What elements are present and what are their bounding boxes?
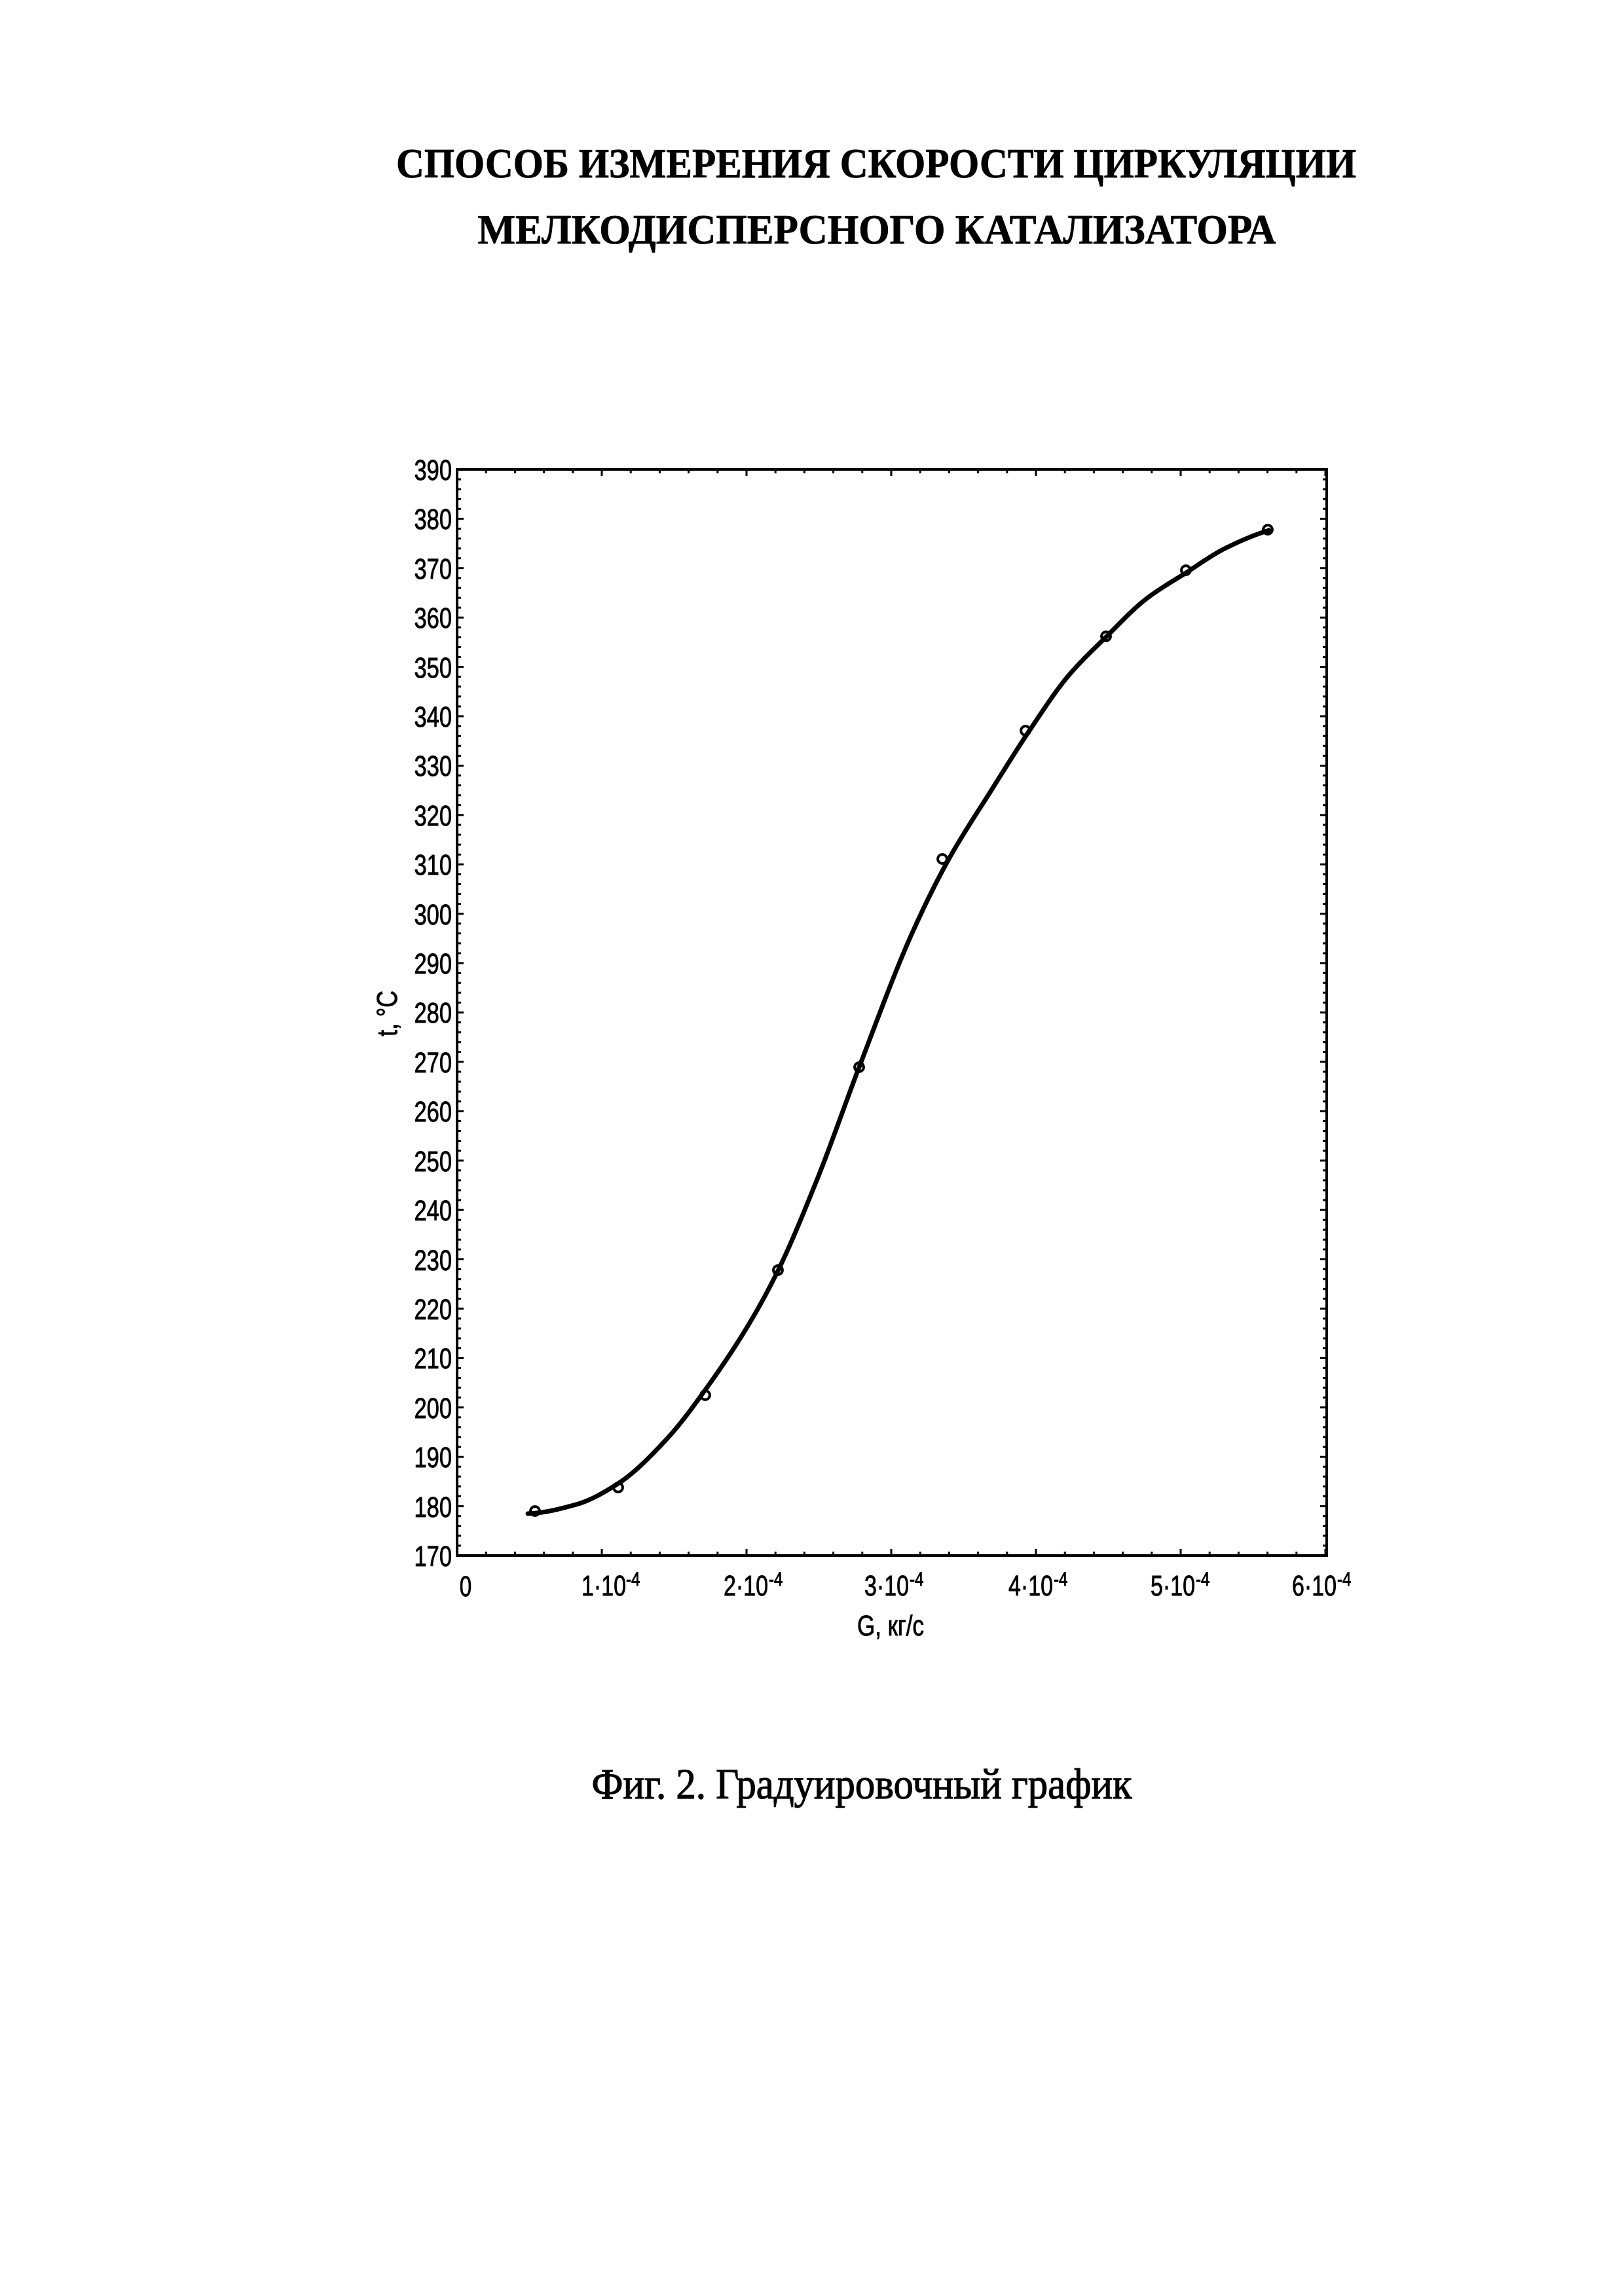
- svg-text:t, °C: t, °C: [371, 991, 403, 1036]
- svg-text:-4: -4: [1337, 1569, 1352, 1590]
- svg-text:310: 310: [415, 849, 452, 881]
- svg-text:-4: -4: [1196, 1569, 1210, 1590]
- svg-text:190: 190: [415, 1442, 452, 1474]
- svg-text:СПОСОБ ИЗМЕРЕНИЯ СКОРОСТИ ЦИРК: СПОСОБ ИЗМЕРЕНИЯ СКОРОСТИ ЦИРКУЛЯЦИИ: [396, 141, 1356, 187]
- svg-text:260: 260: [415, 1096, 452, 1128]
- svg-text:290: 290: [415, 948, 452, 980]
- svg-text:210: 210: [415, 1343, 452, 1375]
- svg-text:370: 370: [415, 553, 452, 585]
- svg-text:240: 240: [415, 1195, 452, 1227]
- svg-text:200: 200: [415, 1393, 452, 1425]
- svg-text:6·10: 6·10: [1292, 1570, 1337, 1602]
- svg-text:2·10: 2·10: [724, 1570, 768, 1602]
- svg-text:350: 350: [415, 652, 452, 684]
- svg-text:-4: -4: [769, 1569, 783, 1590]
- svg-text:230: 230: [415, 1245, 452, 1277]
- svg-text:300: 300: [415, 899, 452, 931]
- svg-text:G, кг/с: G, кг/с: [857, 1610, 924, 1642]
- svg-text:1·10: 1·10: [581, 1570, 626, 1602]
- svg-text:280: 280: [415, 997, 452, 1029]
- svg-text:380: 380: [415, 503, 452, 536]
- svg-text:220: 220: [415, 1294, 452, 1326]
- svg-text:4·10: 4·10: [1008, 1570, 1053, 1602]
- svg-text:170: 170: [415, 1540, 452, 1573]
- svg-text:320: 320: [415, 800, 452, 832]
- svg-text:-4: -4: [626, 1569, 640, 1590]
- svg-text:0: 0: [460, 1571, 472, 1603]
- svg-text:-4: -4: [1054, 1569, 1068, 1590]
- svg-text:390: 390: [415, 454, 452, 486]
- svg-text:180: 180: [415, 1491, 452, 1523]
- svg-text:270: 270: [415, 1047, 452, 1079]
- svg-text:330: 330: [415, 750, 452, 782]
- svg-text:360: 360: [415, 602, 452, 634]
- svg-text:МЕЛКОДИСПЕРСНОГО КАТАЛИЗАТОРА: МЕЛКОДИСПЕРСНОГО КАТАЛИЗАТОРА: [478, 207, 1276, 253]
- svg-text:250: 250: [415, 1146, 452, 1178]
- svg-text:Фиг. 2. Градуировочный график: Фиг. 2. Градуировочный график: [592, 1760, 1133, 1808]
- svg-text:3·10: 3·10: [864, 1570, 909, 1602]
- svg-text:340: 340: [415, 701, 452, 733]
- svg-text:-4: -4: [910, 1569, 924, 1590]
- svg-text:5·10: 5·10: [1151, 1570, 1195, 1602]
